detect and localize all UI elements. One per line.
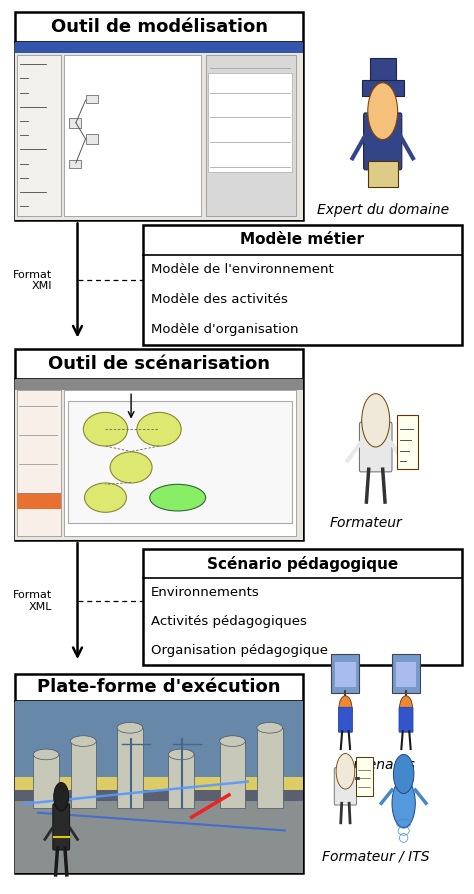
FancyBboxPatch shape [85,134,98,144]
Text: Plate-forme d'exécution: Plate-forme d'exécution [37,678,281,696]
FancyBboxPatch shape [359,422,392,472]
Text: Modèle de l'environnement: Modèle de l'environnement [151,264,334,276]
Ellipse shape [219,736,245,746]
FancyBboxPatch shape [69,160,82,168]
FancyBboxPatch shape [143,225,462,345]
FancyBboxPatch shape [143,549,462,664]
Text: Modèle des activités: Modèle des activités [151,293,288,307]
Ellipse shape [168,749,194,760]
FancyBboxPatch shape [362,80,404,96]
FancyBboxPatch shape [85,96,98,104]
FancyBboxPatch shape [15,12,303,221]
FancyBboxPatch shape [368,161,398,187]
Circle shape [336,754,355,789]
FancyBboxPatch shape [117,728,143,808]
FancyBboxPatch shape [17,55,61,216]
FancyBboxPatch shape [338,707,352,732]
FancyBboxPatch shape [15,701,303,873]
FancyBboxPatch shape [17,493,61,510]
FancyBboxPatch shape [15,379,303,540]
FancyBboxPatch shape [257,728,283,808]
FancyBboxPatch shape [334,768,356,805]
Text: Format
XMI: Format XMI [13,270,52,291]
Ellipse shape [33,749,59,760]
FancyBboxPatch shape [69,118,82,128]
Text: Modèle métier: Modèle métier [240,232,365,248]
Ellipse shape [84,483,127,512]
Circle shape [54,782,69,811]
FancyBboxPatch shape [71,741,96,808]
FancyBboxPatch shape [370,58,396,80]
FancyBboxPatch shape [15,801,303,873]
FancyBboxPatch shape [356,757,373,797]
Circle shape [339,696,352,721]
Circle shape [400,696,412,721]
FancyBboxPatch shape [168,755,194,808]
FancyBboxPatch shape [397,415,418,469]
Ellipse shape [117,722,143,733]
Circle shape [362,393,390,447]
FancyBboxPatch shape [15,701,303,787]
Text: Modèle d'organisation: Modèle d'organisation [151,324,299,336]
FancyBboxPatch shape [396,662,416,687]
Ellipse shape [392,779,415,828]
FancyBboxPatch shape [64,391,297,536]
Ellipse shape [83,412,128,446]
Text: Expert du domaine: Expert du domaine [317,203,449,216]
FancyBboxPatch shape [399,707,413,732]
Text: Formateur / ITS: Formateur / ITS [322,849,429,864]
FancyBboxPatch shape [15,777,303,790]
Ellipse shape [110,451,152,483]
FancyBboxPatch shape [208,73,292,172]
Text: Environnements: Environnements [151,586,260,599]
Text: Organisation pédagogique: Organisation pédagogique [151,644,328,657]
Text: Outil de scénarisation: Outil de scénarisation [48,355,270,373]
Text: Activités pédagogiques: Activités pédagogiques [151,615,307,628]
Text: Scénario pédagogique: Scénario pédagogique [207,555,398,571]
FancyBboxPatch shape [206,55,297,216]
Text: Apprenants: Apprenants [336,758,416,772]
FancyBboxPatch shape [335,662,356,687]
FancyBboxPatch shape [15,379,303,390]
Ellipse shape [71,736,96,746]
Ellipse shape [257,722,283,733]
FancyBboxPatch shape [219,741,245,808]
Text: Outil de modélisation: Outil de modélisation [51,18,267,36]
FancyBboxPatch shape [15,42,303,54]
FancyBboxPatch shape [392,654,420,693]
FancyBboxPatch shape [364,113,402,170]
FancyBboxPatch shape [15,350,303,540]
FancyBboxPatch shape [15,42,303,221]
Text: Formateur: Formateur [330,517,403,530]
FancyBboxPatch shape [15,673,303,873]
Ellipse shape [150,485,206,511]
FancyBboxPatch shape [33,755,59,808]
FancyBboxPatch shape [17,391,61,536]
FancyBboxPatch shape [64,55,201,216]
FancyBboxPatch shape [331,654,359,693]
Text: Format
XML: Format XML [13,590,52,612]
Circle shape [393,755,414,794]
FancyBboxPatch shape [53,804,70,850]
FancyBboxPatch shape [68,401,292,522]
Circle shape [368,83,398,139]
Ellipse shape [137,412,181,446]
